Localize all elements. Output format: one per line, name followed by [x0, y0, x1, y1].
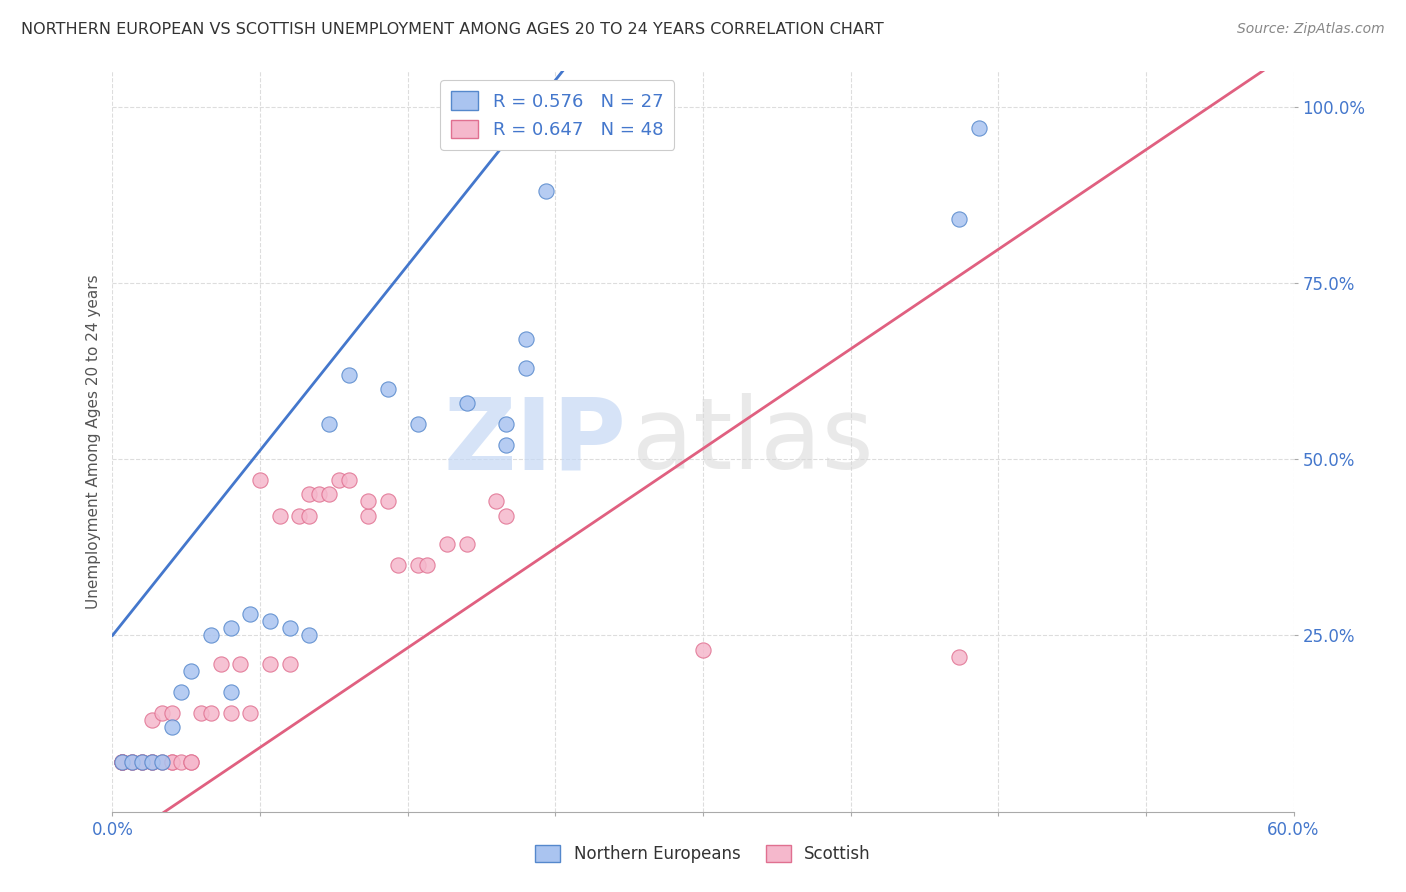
Text: atlas: atlas	[633, 393, 873, 490]
Point	[239, 706, 262, 720]
Point	[337, 473, 360, 487]
Point	[219, 706, 242, 720]
Point	[308, 487, 330, 501]
Point	[357, 508, 380, 523]
Point	[948, 649, 970, 664]
Point	[131, 756, 153, 770]
Text: Source: ZipAtlas.com: Source: ZipAtlas.com	[1237, 22, 1385, 37]
Point	[298, 487, 321, 501]
Point	[495, 438, 517, 452]
Point	[406, 558, 429, 572]
Point	[200, 628, 222, 642]
Point	[180, 664, 202, 678]
Point	[180, 756, 202, 770]
Point	[111, 756, 134, 770]
Point	[160, 706, 183, 720]
Text: ZIP: ZIP	[443, 393, 626, 490]
Point	[692, 642, 714, 657]
Point	[456, 396, 478, 410]
Point	[337, 368, 360, 382]
Point	[190, 706, 212, 720]
Point	[150, 756, 173, 770]
Point	[298, 508, 321, 523]
Text: NORTHERN EUROPEAN VS SCOTTISH UNEMPLOYMENT AMONG AGES 20 TO 24 YEARS CORRELATION: NORTHERN EUROPEAN VS SCOTTISH UNEMPLOYME…	[21, 22, 884, 37]
Point	[387, 558, 409, 572]
Legend: Northern Europeans, Scottish: Northern Europeans, Scottish	[529, 838, 877, 870]
Point	[288, 508, 311, 523]
Point	[485, 494, 508, 508]
Point	[121, 756, 143, 770]
Point	[141, 756, 163, 770]
Point	[456, 537, 478, 551]
Point	[515, 332, 537, 346]
Point	[111, 756, 134, 770]
Point	[160, 756, 183, 770]
Point	[229, 657, 252, 671]
Y-axis label: Unemployment Among Ages 20 to 24 years: Unemployment Among Ages 20 to 24 years	[86, 274, 101, 609]
Point	[318, 417, 340, 431]
Point	[249, 473, 271, 487]
Point	[406, 417, 429, 431]
Point	[948, 212, 970, 227]
Point	[269, 508, 291, 523]
Point	[209, 657, 232, 671]
Point	[239, 607, 262, 622]
Point	[150, 706, 173, 720]
Point	[200, 706, 222, 720]
Point	[180, 756, 202, 770]
Point	[160, 756, 183, 770]
Point	[416, 558, 439, 572]
Point	[219, 621, 242, 635]
Point	[967, 120, 990, 135]
Point	[131, 756, 153, 770]
Point	[160, 720, 183, 734]
Point	[259, 615, 281, 629]
Point	[436, 537, 458, 551]
Point	[111, 756, 134, 770]
Point	[131, 756, 153, 770]
Point	[141, 756, 163, 770]
Point	[278, 621, 301, 635]
Point	[515, 360, 537, 375]
Point	[278, 657, 301, 671]
Point	[318, 487, 340, 501]
Point	[377, 382, 399, 396]
Point	[495, 508, 517, 523]
Point	[259, 657, 281, 671]
Point	[121, 756, 143, 770]
Point	[121, 756, 143, 770]
Point	[150, 756, 173, 770]
Point	[141, 756, 163, 770]
Point	[170, 756, 193, 770]
Point	[111, 756, 134, 770]
Point	[141, 713, 163, 727]
Point	[111, 756, 134, 770]
Point	[357, 494, 380, 508]
Point	[170, 685, 193, 699]
Point	[377, 494, 399, 508]
Point	[298, 628, 321, 642]
Point	[534, 184, 557, 198]
Point	[328, 473, 350, 487]
Point	[219, 685, 242, 699]
Point	[495, 417, 517, 431]
